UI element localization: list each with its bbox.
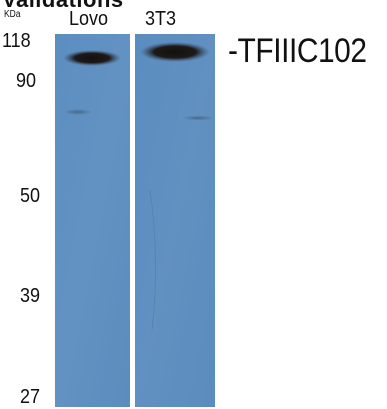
figure-heading: Validations — [2, 0, 124, 13]
band-lovo-tfiiic102 — [63, 50, 121, 66]
lane-label-3t3: 3T3 — [145, 8, 177, 30]
marker-27: 27 — [20, 386, 41, 408]
faint-band-3t3 — [182, 115, 214, 121]
faint-band-lovo — [64, 109, 92, 115]
marker-50: 50 — [20, 185, 41, 207]
lane-divider — [130, 34, 135, 407]
band-3t3-tfiiic102 — [140, 42, 210, 62]
marker-39: 39 — [20, 285, 41, 307]
target-protein-label: -TFIIIC102 — [228, 32, 367, 70]
membrane-lane-lovo — [55, 34, 130, 407]
molecular-weight-unit: KDa — [4, 9, 21, 20]
lane-label-lovo: Lovo — [69, 8, 109, 30]
streak-3t3 — [149, 189, 157, 331]
membrane-lane-3t3 — [135, 34, 215, 407]
marker-90: 90 — [16, 70, 37, 92]
marker-118: 118 — [2, 30, 31, 52]
